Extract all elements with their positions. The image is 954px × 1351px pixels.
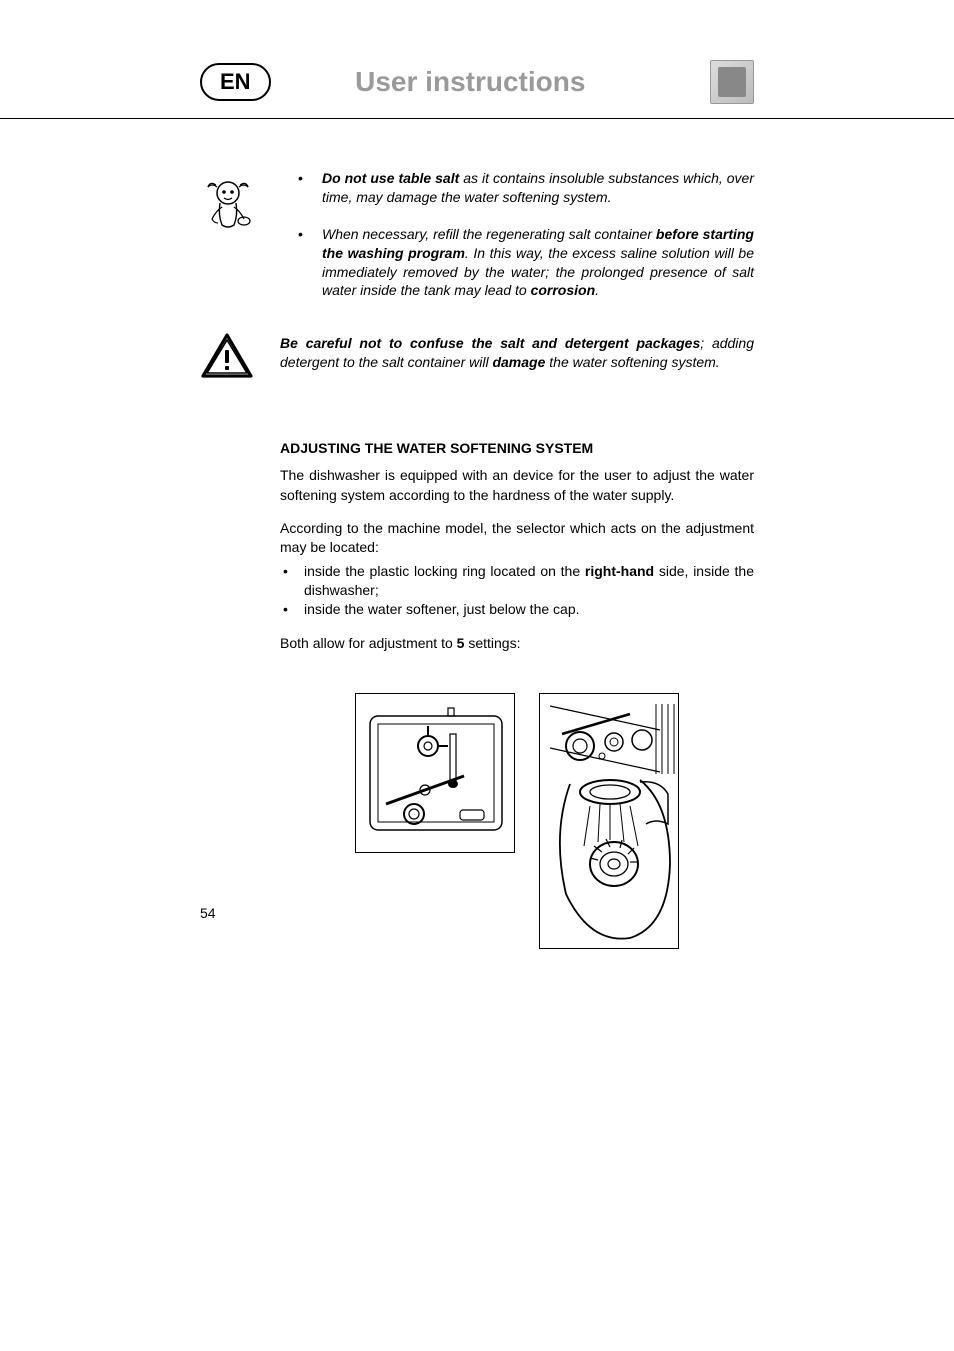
section-para-2: According to the machine model, the sele… bbox=[280, 519, 754, 558]
manual-page: EN User instructions bbox=[0, 0, 954, 1351]
diagram-softener-unit bbox=[539, 693, 679, 949]
tip-list: Do not use table salt as it contains ins… bbox=[280, 169, 754, 318]
section-heading: ADJUSTING THE WATER SOFTENING SYSTEM bbox=[280, 440, 754, 456]
warning-text: Be careful not to confuse the salt and d… bbox=[280, 334, 754, 372]
section-adjusting: ADJUSTING THE WATER SOFTENING SYSTEM The… bbox=[280, 440, 754, 949]
page-content: Do not use table salt as it contains ins… bbox=[0, 169, 954, 949]
page-header: EN User instructions bbox=[0, 60, 954, 119]
diagram-interior-top bbox=[355, 693, 515, 853]
location-item-2: inside the water softener, just below th… bbox=[280, 600, 754, 619]
warning-icon bbox=[200, 332, 254, 380]
dishwasher-icon bbox=[710, 60, 754, 104]
location-item-1: inside the plastic locking ring located … bbox=[280, 562, 754, 601]
page-title: User instructions bbox=[231, 66, 710, 98]
page-number: 54 bbox=[200, 905, 216, 921]
tip-item-2: When necessary, refill the regenerating … bbox=[298, 225, 754, 301]
tip-item-1: Do not use table salt as it contains ins… bbox=[298, 169, 754, 207]
selector-location-list: inside the plastic locking ring located … bbox=[280, 562, 754, 620]
character-icon bbox=[200, 173, 260, 233]
section-para-3: Both allow for adjustment to 5 settings: bbox=[280, 634, 754, 653]
diagram-row bbox=[280, 693, 754, 949]
warning-block: Be careful not to confuse the salt and d… bbox=[200, 334, 754, 380]
section-para-1: The dishwasher is equipped with an devic… bbox=[280, 466, 754, 505]
tip-block: Do not use table salt as it contains ins… bbox=[200, 169, 754, 318]
